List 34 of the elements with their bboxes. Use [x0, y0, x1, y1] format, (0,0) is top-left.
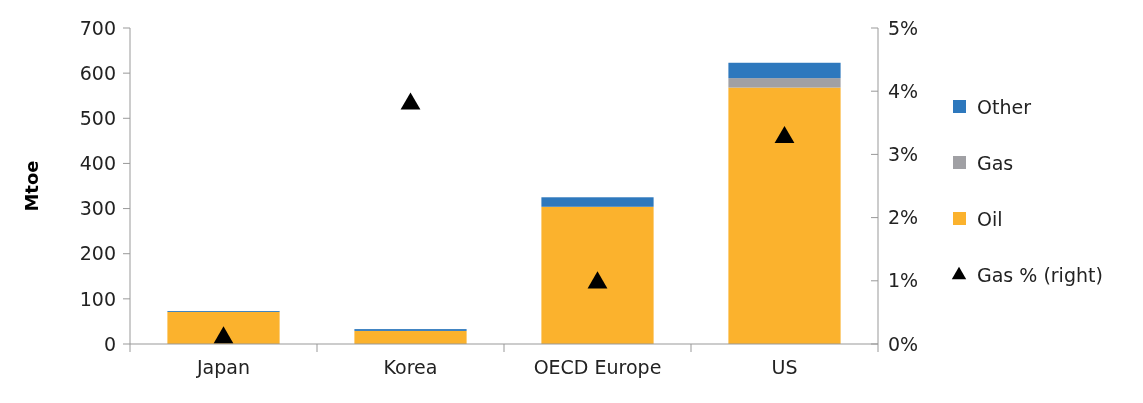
- y2-tick-label: 4%: [888, 79, 919, 102]
- y-tick-label: 0: [103, 332, 116, 355]
- y2-tick-label: 1%: [888, 269, 919, 292]
- legend-label: Gas: [977, 151, 1014, 174]
- bar: [541, 197, 654, 207]
- x-tick-label: US: [771, 356, 798, 378]
- y-tick-label: 600: [79, 61, 116, 84]
- point: [587, 271, 608, 289]
- bar: [541, 206, 654, 344]
- x-tick-label: Japan: [196, 356, 250, 378]
- point: [213, 326, 234, 344]
- point: [400, 92, 421, 110]
- y-tick-label: 400: [79, 152, 116, 175]
- y2-tick-label: 2%: [888, 206, 919, 229]
- x-tick-label: Korea: [383, 356, 438, 378]
- y-tick-label: 200: [79, 242, 116, 265]
- y-tick-label: 700: [79, 16, 116, 39]
- bar: [354, 330, 467, 344]
- bar: [728, 87, 841, 344]
- bar: [728, 62, 841, 79]
- y2-tick-label: 5%: [888, 16, 919, 39]
- y2-tick-label: 0%: [888, 332, 919, 355]
- y-axis-title: Mtoe: [21, 160, 42, 212]
- legend-label: Gas % (right): [977, 263, 1103, 286]
- legend-label: Oil: [977, 207, 1003, 230]
- y-tick-label: 100: [79, 287, 116, 310]
- bar: [728, 78, 841, 88]
- bar: [167, 311, 280, 344]
- y2-tick-label: 3%: [888, 143, 919, 166]
- legend-label: Other: [977, 95, 1032, 118]
- y-tick-label: 500: [79, 106, 116, 129]
- point: [774, 125, 795, 144]
- y-tick-label: 300: [79, 197, 116, 220]
- x-tick-label: OECD Europe: [533, 356, 662, 378]
